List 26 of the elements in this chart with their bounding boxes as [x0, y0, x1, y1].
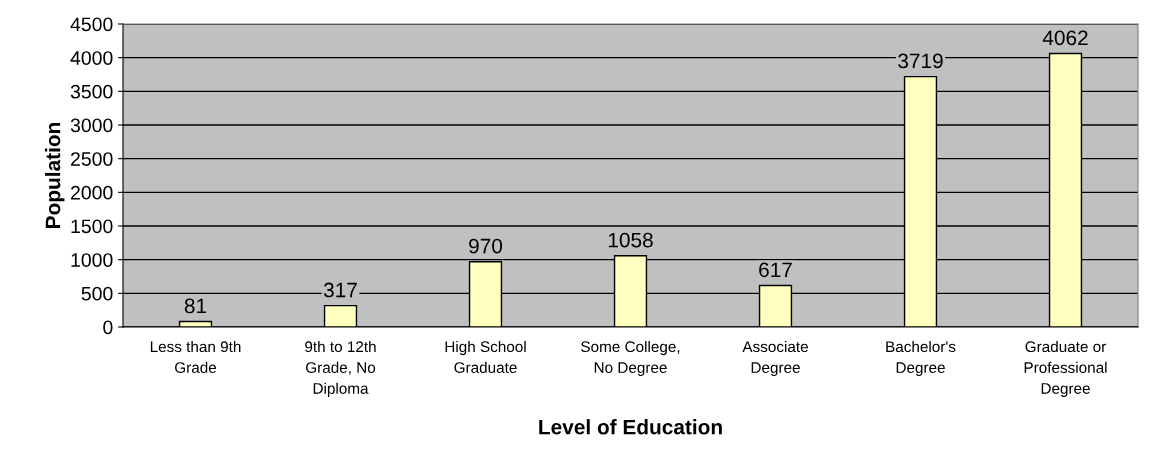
x-tick-label: Bachelor's Degree — [886, 340, 956, 377]
data-label: 617 — [759, 262, 792, 278]
y-tick-label: 3500 — [70, 84, 113, 99]
y-axis-title: Population — [45, 122, 65, 228]
x-tick-label: High School Graduate — [445, 340, 526, 373]
data-label: 1058 — [608, 232, 653, 248]
data-label: 3719 — [898, 53, 943, 69]
y-tick-label: 1500 — [71, 219, 113, 234]
data-label: 317 — [323, 282, 357, 298]
y-tick-label: 0 — [103, 320, 113, 335]
y-tick-label: 4000 — [70, 51, 113, 65]
data-label: 81 — [184, 298, 207, 314]
x-tick-label: Graduate or Professional Degree — [1024, 340, 1107, 397]
y-tick-label: 4500 — [70, 17, 113, 32]
y-tick-label: 1000 — [71, 253, 113, 267]
y-tick-label: 500 — [81, 286, 113, 301]
x-tick-label: Less than 9th Grade — [150, 340, 241, 373]
x-axis-title: Level of Education — [539, 419, 722, 435]
y-tick-label: 3000 — [70, 118, 113, 133]
y-tick-label: 2000 — [71, 185, 113, 200]
y-tick-label: 2500 — [71, 152, 113, 166]
x-tick-label: 9th to 12th Grade, No Diploma — [305, 340, 376, 397]
data-label: 970 — [469, 238, 503, 254]
data-label: 4062 — [1042, 30, 1088, 46]
x-tick-label: Associate Degree — [742, 340, 808, 377]
x-tick-label: Some College, No Degree — [581, 340, 680, 377]
